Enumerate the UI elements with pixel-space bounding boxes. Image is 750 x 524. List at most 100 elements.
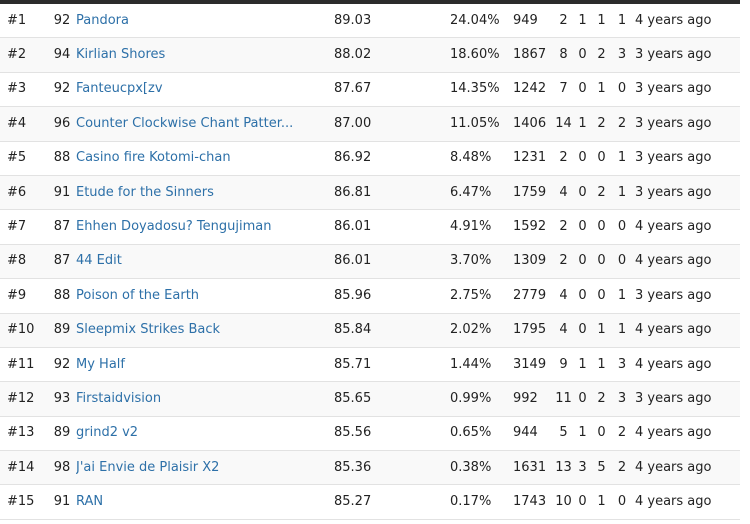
song-title-link[interactable]: Firstaidvision — [76, 390, 162, 406]
combo-cell: 1309 — [510, 244, 554, 280]
stat-c-cell: 2 — [592, 175, 611, 211]
rank-cell: #14 — [0, 450, 48, 486]
stat-b-cell: 0 — [573, 141, 592, 176]
song-title-link[interactable]: Fanteucpx[zv — [76, 81, 163, 97]
level-cell: 88 — [48, 141, 76, 176]
level-cell: 89 — [48, 416, 76, 452]
percent-cell: 0.38% — [450, 450, 510, 486]
score-cell: 85.71 — [332, 347, 450, 383]
score-cell: 85.65 — [332, 381, 450, 417]
combo-cell: 992 — [510, 381, 554, 417]
song-title-link[interactable]: My Half — [76, 356, 125, 372]
date-cell: 3 years ago — [633, 381, 740, 417]
table-row: #5 88 Casino fire Kotomi-chan 86.92 8.48% 123… — [0, 141, 740, 176]
song-title-link[interactable]: J'ai Envie de Plaisir X2 — [76, 459, 220, 475]
scores-table-body: #1 92 Pandora 89.03 24.04% 949 2 1 1 1 4 years ago… — [0, 4, 740, 520]
title-cell: Etude for the Sinners — [76, 175, 332, 211]
stat-c-cell: 1 — [592, 484, 611, 520]
score-cell: 89.03 — [332, 4, 450, 39]
song-title-link[interactable]: Sleepmix Strikes Back — [76, 322, 221, 338]
scores-table: #1 92 Pandora 89.03 24.04% 949 2 1 1 1 4 years ago… — [0, 4, 740, 520]
stat-d-cell: 0 — [611, 244, 633, 280]
table-row: #2 94 Kirlian Shores 88.02 18.60% 1867 8 0 2 3 3 y… — [0, 37, 740, 73]
percent-cell: 24.04% — [450, 4, 510, 39]
title-cell: Ehhen Doyadosu? Tengujiman — [76, 209, 332, 245]
stat-a-cell: 4 — [554, 313, 573, 348]
table-row: #7 87 Ehhen Doyadosu? Tengujiman 86.01 4.91%… — [0, 209, 740, 245]
stat-d-cell: 2 — [611, 106, 633, 142]
song-title-link[interactable]: Poison of the Earth — [76, 287, 200, 303]
stat-c-cell: 2 — [592, 106, 611, 142]
table-row: #8 87 44 Edit 86.01 3.70% 1309 2 0 0 0 4 years ago — [0, 244, 740, 280]
level-cell: 88 — [48, 278, 76, 314]
level-cell: 96 — [48, 106, 76, 142]
combo-cell: 1231 — [510, 141, 554, 176]
rank-cell: #6 — [0, 175, 48, 211]
stat-b-cell: 0 — [573, 278, 592, 314]
level-cell: 98 — [48, 450, 76, 486]
song-title-link[interactable]: Ehhen Doyadosu? Tengujiman — [76, 219, 272, 235]
table-row: #11 92 My Half 85.71 1.44% 3149 9 1 1 3 4 years ag… — [0, 347, 740, 383]
title-cell: Pandora — [76, 4, 332, 39]
percent-cell: 11.05% — [450, 106, 510, 142]
song-title-link[interactable]: grind2 v2 — [76, 425, 139, 441]
stat-d-cell: 3 — [611, 37, 633, 73]
stat-c-cell: 0 — [592, 209, 611, 245]
stat-a-cell: 8 — [554, 37, 573, 73]
title-cell: 44 Edit — [76, 244, 332, 280]
stat-b-cell: 0 — [573, 244, 592, 280]
song-title-link[interactable]: Etude for the Sinners — [76, 184, 214, 200]
song-title-link[interactable]: Pandora — [76, 12, 129, 28]
title-cell: Fanteucpx[zv — [76, 72, 332, 108]
date-cell: 3 years ago — [633, 175, 740, 211]
title-cell: Casino fire Kotomi-chan — [76, 141, 332, 176]
stat-a-cell: 5 — [554, 416, 573, 452]
stat-c-cell: 0 — [592, 278, 611, 314]
percent-cell: 2.02% — [450, 313, 510, 348]
stat-b-cell: 1 — [573, 106, 592, 142]
level-cell: 92 — [48, 347, 76, 383]
level-cell: 92 — [48, 72, 76, 108]
stat-b-cell: 1 — [573, 4, 592, 39]
rank-cell: #11 — [0, 347, 48, 383]
song-title-link[interactable]: Counter Clockwise Chant Patter... — [76, 115, 294, 131]
combo-cell: 1406 — [510, 106, 554, 142]
date-cell: 3 years ago — [633, 72, 740, 108]
percent-cell: 0.99% — [450, 381, 510, 417]
title-cell: J'ai Envie de Plaisir X2 — [76, 450, 332, 486]
stat-b-cell: 1 — [573, 416, 592, 452]
song-title-link[interactable]: Casino fire Kotomi-chan — [76, 150, 231, 166]
stat-c-cell: 1 — [592, 72, 611, 108]
score-cell: 85.36 — [332, 450, 450, 486]
rank-cell: #1 — [0, 4, 48, 39]
date-cell: 4 years ago — [633, 4, 740, 39]
combo-cell: 1592 — [510, 209, 554, 245]
score-cell: 87.00 — [332, 106, 450, 142]
song-title-link[interactable]: Kirlian Shores — [76, 47, 166, 63]
stat-a-cell: 4 — [554, 278, 573, 314]
rank-cell: #10 — [0, 313, 48, 348]
title-cell: Poison of the Earth — [76, 278, 332, 314]
stat-b-cell: 3 — [573, 450, 592, 486]
stat-b-cell: 0 — [573, 37, 592, 73]
rank-cell: #5 — [0, 141, 48, 176]
score-cell: 85.56 — [332, 416, 450, 452]
combo-cell: 1795 — [510, 313, 554, 348]
table-row: #9 88 Poison of the Earth 85.96 2.75% 2779 4 0 0… — [0, 278, 740, 314]
stat-d-cell: 0 — [611, 72, 633, 108]
date-cell: 4 years ago — [633, 209, 740, 245]
song-title-link[interactable]: RAN — [76, 494, 104, 510]
date-cell: 3 years ago — [633, 141, 740, 176]
song-title-link[interactable]: 44 Edit — [76, 253, 122, 269]
stat-d-cell: 3 — [611, 347, 633, 383]
stat-d-cell: 0 — [611, 484, 633, 520]
combo-cell: 944 — [510, 416, 554, 452]
score-cell: 85.84 — [332, 313, 450, 348]
percent-cell: 2.75% — [450, 278, 510, 314]
combo-cell: 2779 — [510, 278, 554, 314]
stat-c-cell: 0 — [592, 141, 611, 176]
stat-d-cell: 1 — [611, 278, 633, 314]
table-top-border — [0, 0, 740, 4]
rank-cell: #13 — [0, 416, 48, 452]
stat-c-cell: 1 — [592, 4, 611, 39]
